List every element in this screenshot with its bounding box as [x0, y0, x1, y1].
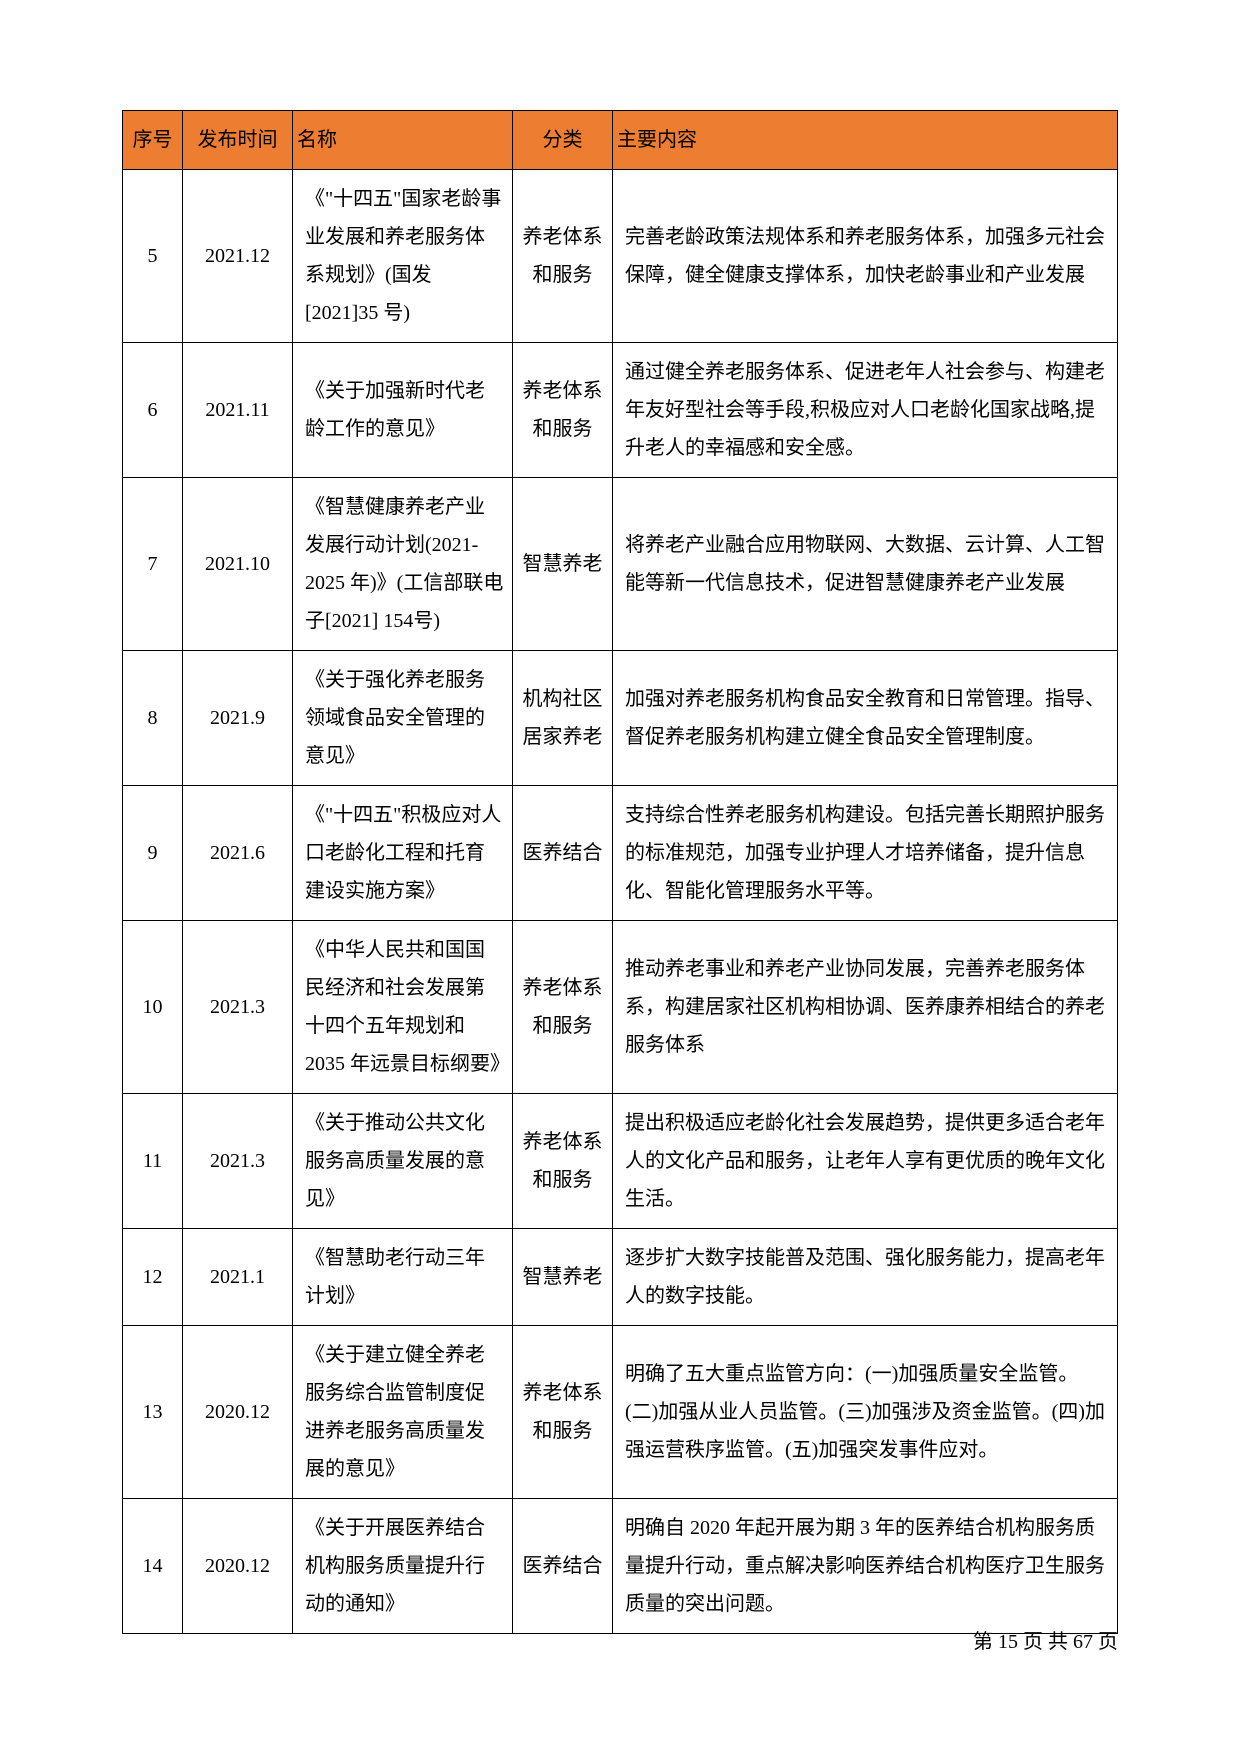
cell-cat: 养老体系和服务	[513, 1326, 613, 1499]
cell-seq: 14	[123, 1499, 183, 1634]
table-header-row: 序号 发布时间 名称 分类 主要内容	[123, 111, 1118, 170]
cell-date: 2021.12	[183, 170, 293, 343]
header-content: 主要内容	[613, 111, 1118, 170]
table-row: 132020.12《关于建立健全养老服务综合监管制度促进养老服务高质量发展的意见…	[123, 1326, 1118, 1499]
cell-name: 《智慧健康养老产业发展行动计划(2021-2025 年)》(工信部联电子[202…	[293, 478, 513, 651]
header-date: 发布时间	[183, 111, 293, 170]
cell-cat: 机构社区居家养老	[513, 651, 613, 786]
cell-name: 《"十四五"积极应对人口老龄化工程和托育建设实施方案》	[293, 786, 513, 921]
cell-cat: 养老体系和服务	[513, 170, 613, 343]
cell-content: 推动养老事业和养老产业协同发展，完善养老服务体系，构建居家社区机构相协调、医养康…	[613, 921, 1118, 1094]
cell-content: 明确了五大重点监管方向：(一)加强质量安全监管。(二)加强从业人员监管。(三)加…	[613, 1326, 1118, 1499]
cell-content: 加强对养老服务机构食品安全教育和日常管理。指导、督促养老服务机构建立健全食品安全…	[613, 651, 1118, 786]
cell-content: 通过健全养老服务体系、促进老年人社会参与、构建老年友好型社会等手段,积极应对人口…	[613, 343, 1118, 478]
cell-content: 提出积极适应老龄化社会发展趋势，提供更多适合老年人的文化产品和服务，让老年人享有…	[613, 1094, 1118, 1229]
cell-name: 《关于开展医养结合机构服务质量提升行动的通知》	[293, 1499, 513, 1634]
cell-seq: 10	[123, 921, 183, 1094]
table-row: 142020.12《关于开展医养结合机构服务质量提升行动的通知》医养结合明确自 …	[123, 1499, 1118, 1634]
cell-seq: 9	[123, 786, 183, 921]
cell-date: 2021.10	[183, 478, 293, 651]
table-row: 92021.6《"十四五"积极应对人口老龄化工程和托育建设实施方案》医养结合支持…	[123, 786, 1118, 921]
cell-cat: 养老体系和服务	[513, 343, 613, 478]
header-seq: 序号	[123, 111, 183, 170]
cell-cat: 医养结合	[513, 786, 613, 921]
cell-seq: 11	[123, 1094, 183, 1229]
table-row: 122021.1《智慧助老行动三年计划》智慧养老逐步扩大数字技能普及范围、强化服…	[123, 1229, 1118, 1326]
cell-cat: 养老体系和服务	[513, 1094, 613, 1229]
cell-date: 2021.3	[183, 1094, 293, 1229]
table-row: 52021.12《"十四五"国家老龄事业发展和养老服务体系规划》(国发[2021…	[123, 170, 1118, 343]
cell-cat: 智慧养老	[513, 478, 613, 651]
cell-date: 2020.12	[183, 1499, 293, 1634]
table-row: 82021.9《关于强化养老服务领域食品安全管理的意见》机构社区居家养老加强对养…	[123, 651, 1118, 786]
cell-content: 逐步扩大数字技能普及范围、强化服务能力，提高老年人的数字技能。	[613, 1229, 1118, 1326]
cell-content: 完善老龄政策法规体系和养老服务体系，加强多元社会保障，健全健康支撑体系，加快老龄…	[613, 170, 1118, 343]
cell-name: 《智慧助老行动三年计划》	[293, 1229, 513, 1326]
policy-table: 序号 发布时间 名称 分类 主要内容 52021.12《"十四五"国家老龄事业发…	[122, 110, 1118, 1634]
cell-name: 《关于强化养老服务领域食品安全管理的意见》	[293, 651, 513, 786]
cell-seq: 6	[123, 343, 183, 478]
table-row: 62021.11《关于加强新时代老龄工作的意见》养老体系和服务通过健全养老服务体…	[123, 343, 1118, 478]
table-row: 102021.3《中华人民共和国国民经济和社会发展第十四个五年规划和2035 年…	[123, 921, 1118, 1094]
cell-seq: 8	[123, 651, 183, 786]
cell-name: 《关于建立健全养老服务综合监管制度促进养老服务高质量发展的意见》	[293, 1326, 513, 1499]
cell-date: 2021.11	[183, 343, 293, 478]
cell-date: 2020.12	[183, 1326, 293, 1499]
cell-name: 《关于加强新时代老龄工作的意见》	[293, 343, 513, 478]
table-row: 112021.3《关于推动公共文化服务高质量发展的意见》养老体系和服务提出积极适…	[123, 1094, 1118, 1229]
cell-content: 明确自 2020 年起开展为期 3 年的医养结合机构服务质量提升行动，重点解决影…	[613, 1499, 1118, 1634]
cell-content: 支持综合性养老服务机构建设。包括完善长期照护服务的标准规范，加强专业护理人才培养…	[613, 786, 1118, 921]
cell-cat: 养老体系和服务	[513, 921, 613, 1094]
cell-date: 2021.3	[183, 921, 293, 1094]
cell-content: 将养老产业融合应用物联网、大数据、云计算、人工智能等新一代信息技术，促进智慧健康…	[613, 478, 1118, 651]
cell-seq: 12	[123, 1229, 183, 1326]
cell-cat: 智慧养老	[513, 1229, 613, 1326]
cell-seq: 5	[123, 170, 183, 343]
cell-date: 2021.9	[183, 651, 293, 786]
cell-seq: 7	[123, 478, 183, 651]
cell-name: 《关于推动公共文化服务高质量发展的意见》	[293, 1094, 513, 1229]
cell-name: 《"十四五"国家老龄事业发展和养老服务体系规划》(国发[2021]35 号)	[293, 170, 513, 343]
table-body: 52021.12《"十四五"国家老龄事业发展和养老服务体系规划》(国发[2021…	[123, 170, 1118, 1634]
page-footer: 第 15 页 共 67 页	[973, 1625, 1118, 1654]
header-cat: 分类	[513, 111, 613, 170]
header-name: 名称	[293, 111, 513, 170]
cell-date: 2021.1	[183, 1229, 293, 1326]
cell-date: 2021.6	[183, 786, 293, 921]
cell-name: 《中华人民共和国国民经济和社会发展第十四个五年规划和2035 年远景目标纲要》	[293, 921, 513, 1094]
cell-cat: 医养结合	[513, 1499, 613, 1634]
table-row: 72021.10《智慧健康养老产业发展行动计划(2021-2025 年)》(工信…	[123, 478, 1118, 651]
cell-seq: 13	[123, 1326, 183, 1499]
